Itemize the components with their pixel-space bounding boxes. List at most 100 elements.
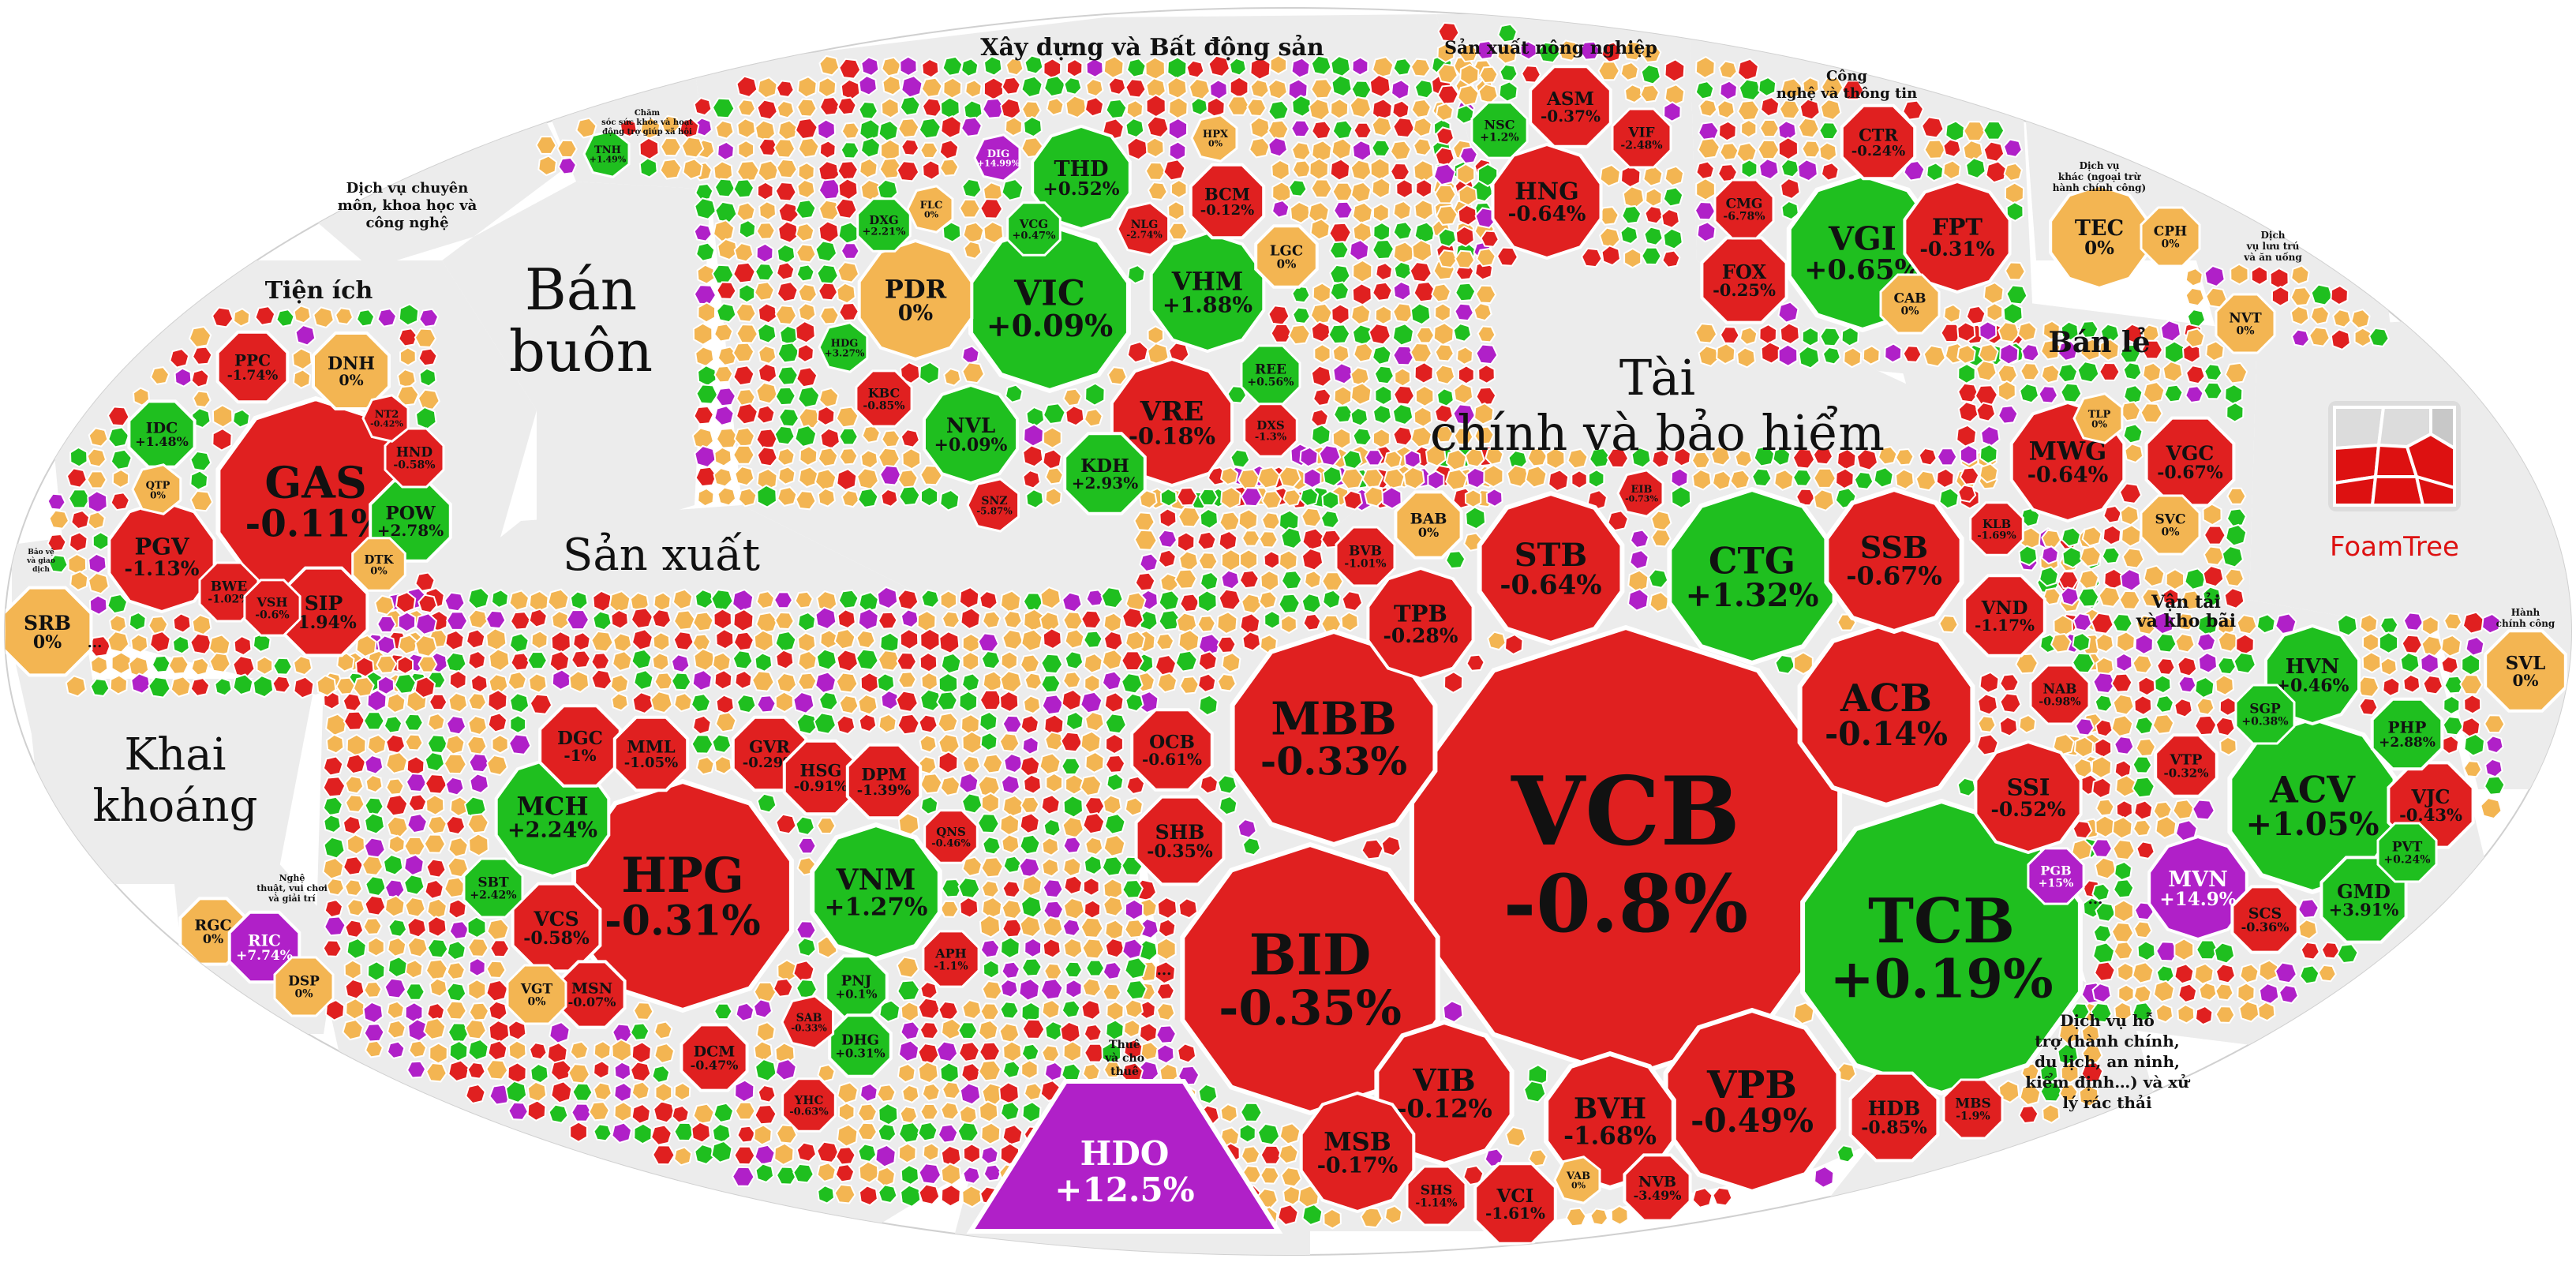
small-stock-cell[interactable]: [2141, 588, 2162, 608]
small-stock-cell[interactable]: [796, 76, 818, 99]
small-stock-cell[interactable]: [981, 896, 1003, 920]
small-stock-cell[interactable]: [796, 178, 816, 200]
small-stock-cell[interactable]: [941, 1081, 962, 1100]
small-stock-cell[interactable]: [232, 408, 251, 429]
small-stock-cell[interactable]: [1308, 98, 1331, 122]
small-stock-cell[interactable]: [447, 691, 469, 714]
small-stock-cell[interactable]: [897, 118, 920, 139]
stock-cell-sbt[interactable]: SBT+2.42%: [462, 857, 524, 919]
small-stock-cell[interactable]: [1462, 1164, 1485, 1186]
small-stock-cell[interactable]: [1350, 406, 1369, 427]
small-stock-cell[interactable]: [1758, 76, 1777, 97]
small-stock-cell[interactable]: [1394, 367, 1412, 388]
small-stock-cell[interactable]: [1105, 1019, 1125, 1041]
small-stock-cell[interactable]: [920, 77, 943, 98]
small-stock-cell[interactable]: [1393, 260, 1413, 281]
small-stock-cell[interactable]: [978, 1041, 1002, 1062]
small-stock-cell[interactable]: [1218, 588, 1241, 611]
small-stock-cell[interactable]: [1475, 386, 1497, 406]
small-stock-cell[interactable]: [1391, 99, 1410, 120]
small-stock-cell[interactable]: [1364, 449, 1384, 466]
small-stock-cell[interactable]: [2039, 1081, 2064, 1103]
small-stock-cell[interactable]: [2057, 363, 2079, 384]
small-stock-cell[interactable]: [1145, 137, 1165, 159]
stock-cell-hdo[interactable]: HDO+12.5%: [966, 1079, 1283, 1234]
small-stock-cell[interactable]: [1197, 552, 1219, 571]
small-stock-cell[interactable]: [694, 588, 714, 610]
small-stock-cell[interactable]: [797, 837, 817, 855]
small-stock-cell[interactable]: [342, 815, 362, 836]
small-stock-cell[interactable]: [2180, 590, 2203, 611]
small-stock-cell[interactable]: [2202, 503, 2222, 526]
small-stock-cell[interactable]: [1412, 116, 1432, 138]
small-stock-cell[interactable]: [1651, 448, 1671, 469]
small-stock-cell[interactable]: [1019, 654, 1041, 674]
small-stock-cell[interactable]: [1158, 590, 1181, 612]
small-stock-cell[interactable]: [1041, 837, 1060, 856]
small-stock-cell[interactable]: [2336, 943, 2359, 964]
small-stock-cell[interactable]: [880, 138, 900, 163]
small-stock-cell[interactable]: [1629, 529, 1650, 549]
small-stock-cell[interactable]: [980, 856, 1005, 878]
small-stock-cell[interactable]: [557, 156, 578, 175]
small-stock-cell[interactable]: [858, 1160, 879, 1184]
small-stock-cell[interactable]: [428, 693, 448, 711]
small-stock-cell[interactable]: [1957, 362, 1976, 384]
stock-cell-shape[interactable]: [1335, 526, 1396, 587]
small-stock-cell[interactable]: [1104, 937, 1125, 959]
small-stock-cell[interactable]: [816, 817, 837, 835]
small-stock-cell[interactable]: [1777, 343, 1799, 367]
small-stock-cell[interactable]: [568, 670, 590, 694]
small-stock-cell[interactable]: [1729, 469, 1751, 490]
small-stock-cell[interactable]: [794, 590, 814, 609]
small-stock-cell[interactable]: [2382, 676, 2401, 697]
small-stock-cell[interactable]: [2461, 717, 2481, 738]
stock-cell-shape[interactable]: [2154, 733, 2218, 798]
stock-cell-ssb[interactable]: SSB-0.67%: [1824, 486, 1964, 635]
small-stock-cell[interactable]: [753, 281, 775, 302]
small-stock-cell[interactable]: [171, 635, 190, 655]
small-stock-cell[interactable]: [293, 676, 315, 699]
small-stock-cell[interactable]: [960, 792, 983, 815]
small-stock-cell[interactable]: [1303, 467, 1322, 489]
small-stock-cell[interactable]: [880, 97, 900, 119]
small-stock-cell[interactable]: [1084, 1043, 1106, 1063]
small-stock-cell[interactable]: [1697, 137, 1721, 159]
small-stock-cell[interactable]: [1060, 731, 1084, 753]
small-stock-cell[interactable]: [1044, 487, 1062, 507]
small-stock-cell[interactable]: [796, 713, 818, 736]
small-stock-cell[interactable]: [488, 1000, 508, 1021]
small-stock-cell[interactable]: [2110, 921, 2135, 943]
small-stock-cell[interactable]: [1411, 238, 1433, 263]
small-stock-cell[interactable]: [919, 651, 938, 673]
small-stock-cell[interactable]: [796, 366, 818, 388]
small-stock-cell[interactable]: [816, 1141, 840, 1163]
small-stock-cell[interactable]: [2102, 524, 2122, 546]
small-stock-cell[interactable]: [1736, 99, 1761, 122]
small-stock-cell[interactable]: [1328, 222, 1352, 244]
small-stock-cell[interactable]: [1331, 119, 1354, 140]
small-stock-cell[interactable]: [1083, 630, 1103, 649]
small-stock-cell[interactable]: [1168, 140, 1187, 162]
small-stock-cell[interactable]: [796, 343, 814, 363]
small-stock-cell[interactable]: [979, 590, 998, 611]
small-stock-cell[interactable]: [190, 369, 210, 388]
small-stock-cell[interactable]: [1545, 447, 1566, 470]
small-stock-cell[interactable]: [2310, 283, 2334, 306]
small-stock-cell[interactable]: [485, 1059, 509, 1081]
small-stock-cell[interactable]: [1123, 1039, 1144, 1060]
small-stock-cell[interactable]: [1019, 833, 1041, 856]
small-stock-cell[interactable]: [468, 957, 486, 977]
small-stock-cell[interactable]: [652, 631, 671, 652]
small-stock-cell[interactable]: [1975, 402, 1997, 422]
small-stock-cell[interactable]: [2440, 655, 2459, 675]
small-stock-cell[interactable]: [2203, 545, 2226, 566]
small-stock-cell[interactable]: [998, 1081, 1020, 1105]
small-stock-cell[interactable]: [1368, 73, 1391, 98]
small-stock-cell[interactable]: [1124, 998, 1144, 1019]
small-stock-cell[interactable]: [508, 590, 530, 612]
small-stock-cell[interactable]: [1841, 80, 1865, 100]
small-stock-cell[interactable]: [1940, 323, 1963, 343]
